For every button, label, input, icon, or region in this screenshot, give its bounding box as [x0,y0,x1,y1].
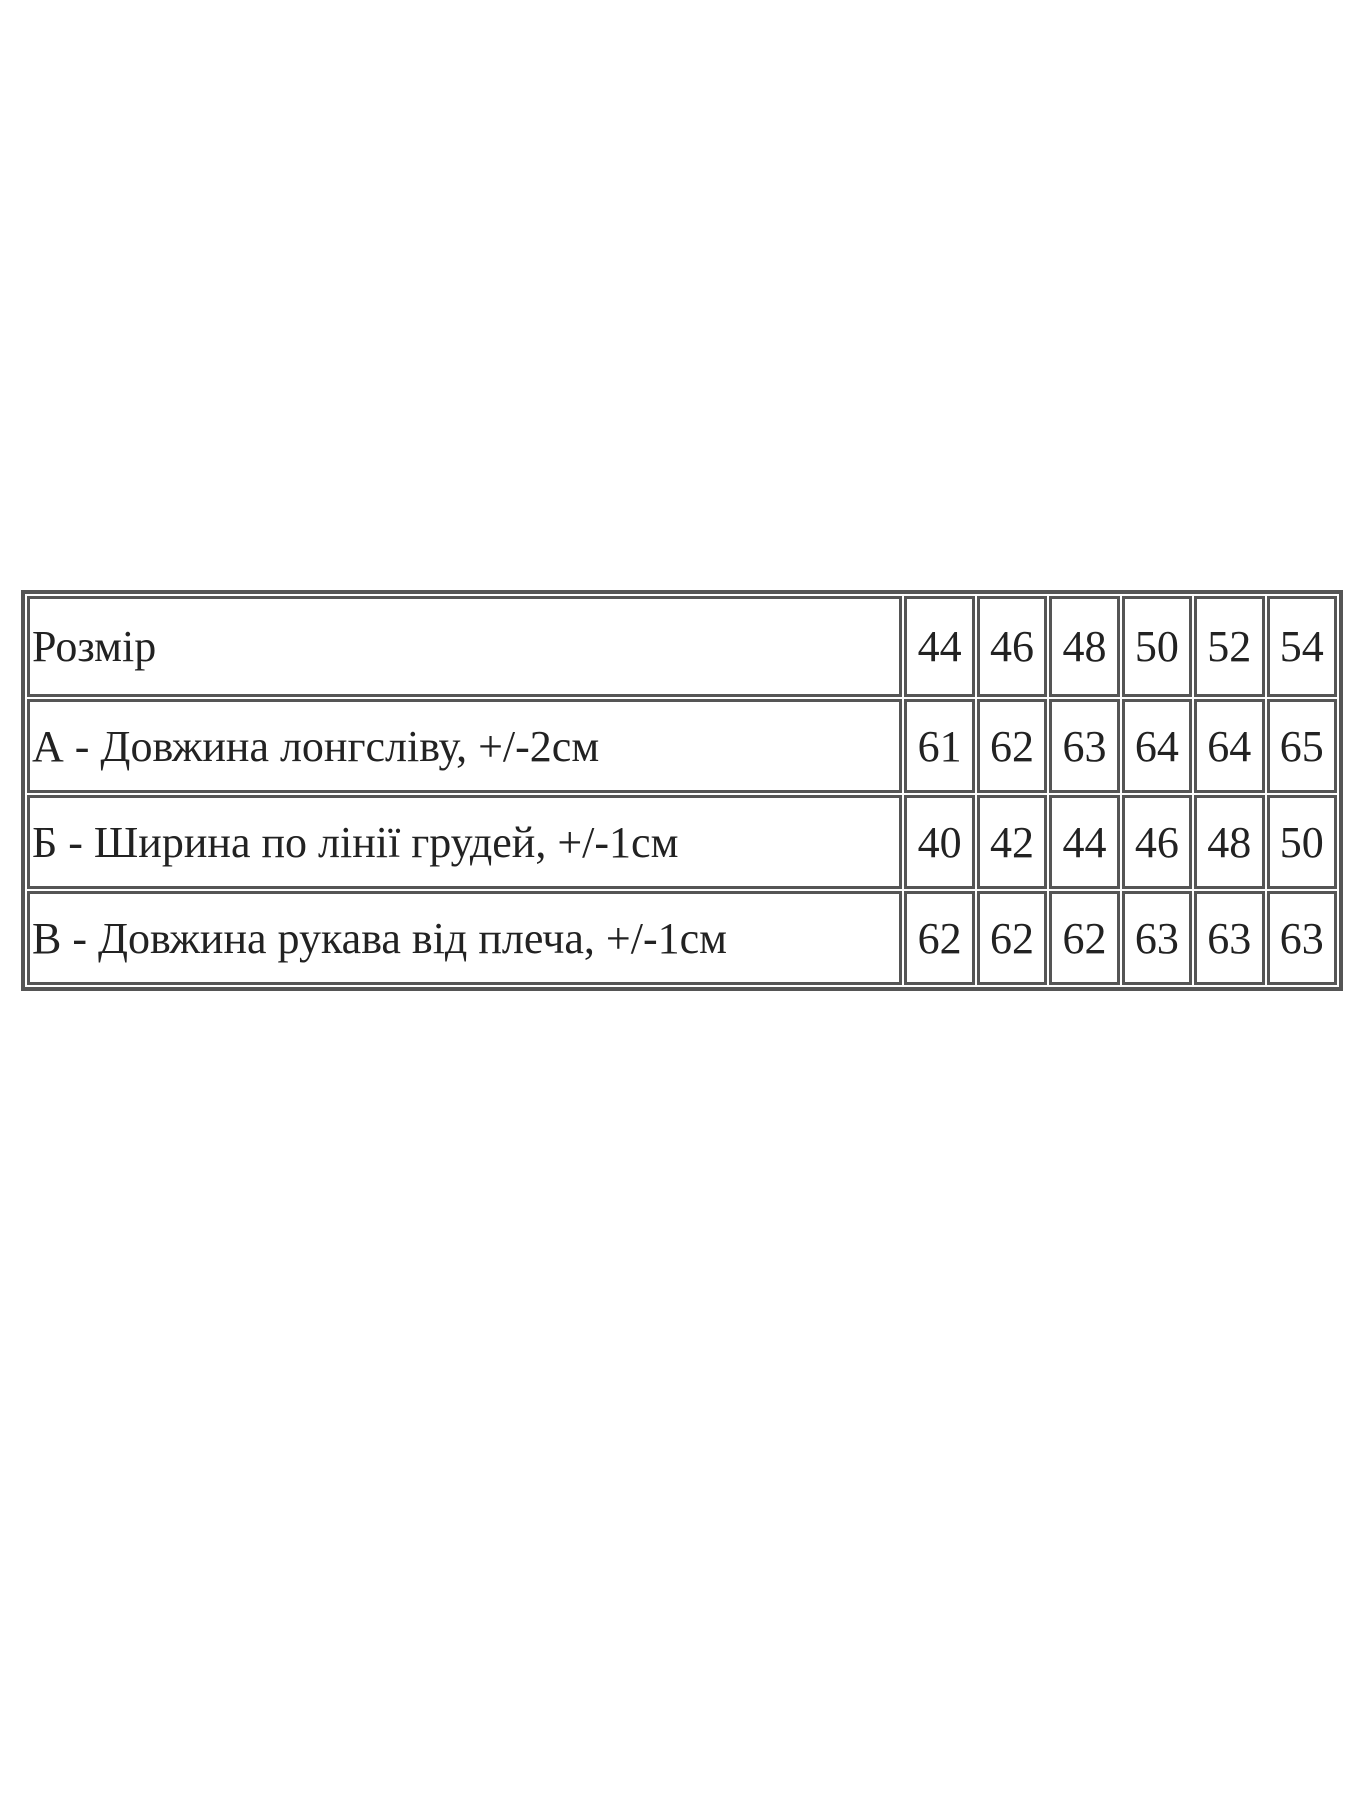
table-body: Розмір 44 46 48 50 52 54 А - Довжина лонгсліву,… [27,596,1337,985]
table-row: А - Довжина лонгсліву, +/-2см 61 62 63 64 64 6… [27,699,1337,793]
size-value: 50 [1121,596,1193,697]
size-value: 62 [976,699,1048,793]
row-label: Б - Ширина по лінії грудей, +/-1см [27,795,903,889]
size-value: 42 [976,795,1048,889]
table-row: В - Довжина рукава від плеча, +/-1см 62 62… [27,891,1337,985]
size-value: 62 [976,891,1048,985]
size-value: 54 [1266,596,1337,697]
row-label: Розмір [27,596,903,697]
size-value: 48 [1194,795,1265,889]
table-row: Розмір 44 46 48 50 52 54 [27,596,1337,697]
size-value: 63 [1049,699,1120,793]
size-value: 46 [1121,795,1193,889]
size-table: Розмір 44 46 48 50 52 54 А - Довжина лонгсліву,… [21,590,1343,991]
size-value: 62 [1049,891,1120,985]
row-label: В - Довжина рукава від плеча, +/-1см [27,891,903,985]
size-value: 48 [1049,596,1120,697]
size-value: 63 [1121,891,1193,985]
size-value: 63 [1266,891,1337,985]
size-value: 64 [1194,699,1265,793]
size-value: 50 [1266,795,1337,889]
size-value: 65 [1266,699,1337,793]
size-value: 44 [1049,795,1120,889]
size-value: 44 [904,596,975,697]
size-value: 40 [904,795,975,889]
size-value: 46 [976,596,1048,697]
size-value: 63 [1194,891,1265,985]
row-label: А - Довжина лонгсліву, +/-2см [27,699,903,793]
size-value: 64 [1121,699,1193,793]
table-row: Б - Ширина по лінії грудей, +/-1см 40 42 44… [27,795,1337,889]
size-value: 61 [904,699,975,793]
size-value: 52 [1194,596,1265,697]
size-value: 62 [904,891,975,985]
